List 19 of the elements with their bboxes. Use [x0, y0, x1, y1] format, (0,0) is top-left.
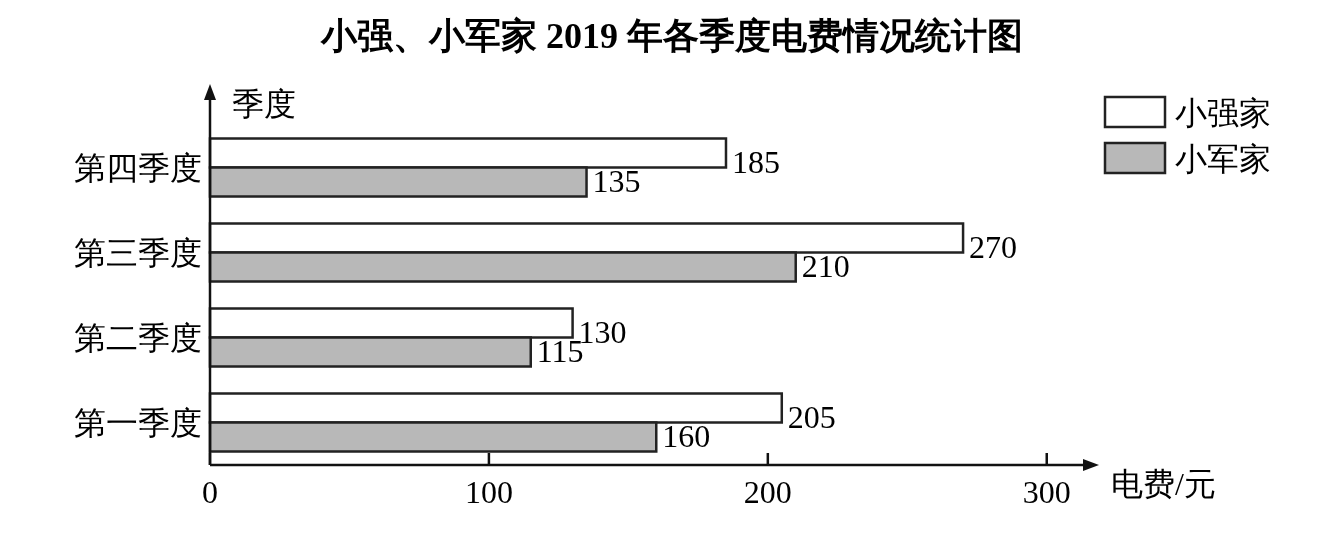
legend-label: 小军家 — [1175, 141, 1271, 177]
data-label: 185 — [731, 144, 780, 180]
x-tick-label: 300 — [1022, 474, 1071, 510]
x-tick-label: 0 — [202, 474, 218, 510]
y-tick-label: 第四季度 — [74, 149, 202, 186]
y-axis-title: 季度 — [232, 86, 296, 122]
data-label: 210 — [801, 248, 850, 284]
chart-title: 小强、小军家 2019 年各季度电费情况统计图 — [320, 16, 1023, 56]
legend-label: 小强家 — [1175, 95, 1271, 131]
data-label: 270 — [969, 229, 1018, 265]
data-label: 135 — [592, 163, 641, 199]
x-tick-label: 200 — [743, 474, 792, 510]
x-tick-label: 100 — [464, 474, 513, 510]
y-tick-label: 第三季度 — [74, 234, 202, 271]
y-tick-label: 第二季度 — [74, 319, 202, 356]
data-label: 205 — [787, 399, 836, 435]
x-axis-title: 电费/元 — [1111, 466, 1216, 502]
data-label: 160 — [662, 418, 711, 454]
y-tick-label: 第一季度 — [74, 404, 202, 441]
